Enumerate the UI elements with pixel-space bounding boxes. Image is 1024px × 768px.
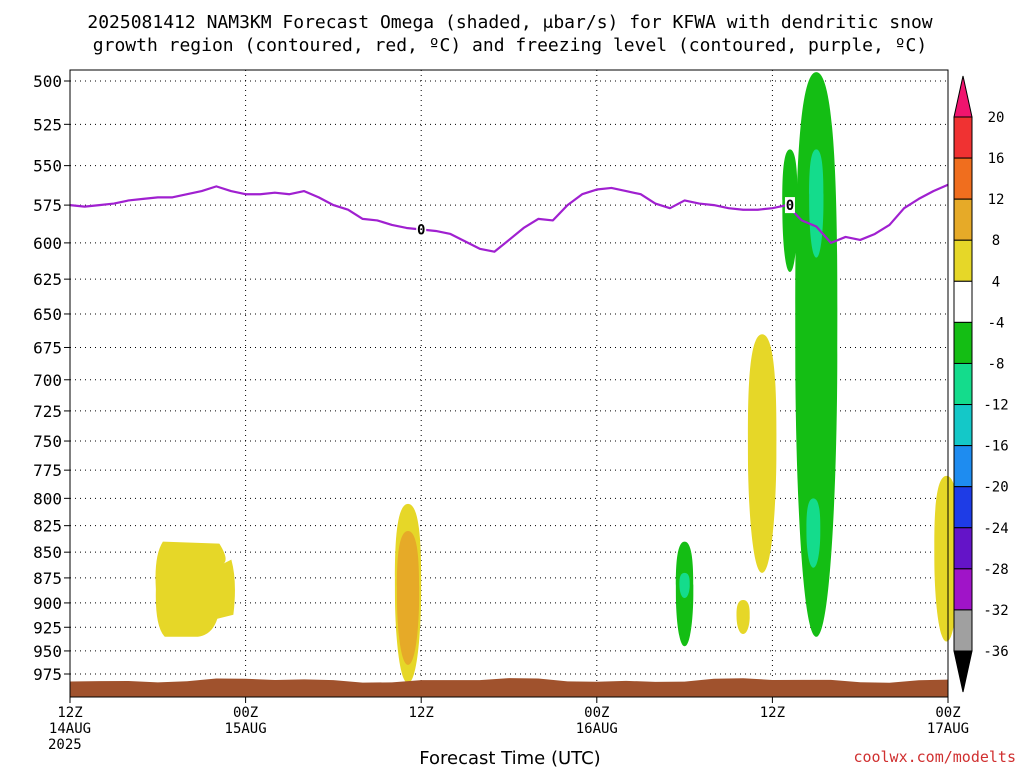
colorbar-label: 8 — [992, 233, 1000, 249]
y-tick-label: 750 — [33, 432, 62, 451]
x-tick-label: 15AUG — [225, 721, 267, 737]
colorbar-box — [953, 404, 973, 447]
contour-label-bg — [416, 221, 427, 238]
colorbar-box — [953, 321, 973, 364]
colorbar-box — [953, 568, 973, 611]
x-tick-label: 16AUG — [576, 721, 618, 737]
x-tick-label: 2025 — [48, 737, 82, 753]
colorbar-box — [953, 198, 973, 241]
freezing-level-contour: 00 — [69, 183, 949, 253]
colorbar-label: -32 — [983, 603, 1008, 619]
omega-region — [809, 149, 824, 258]
x-tick-label: 00Z — [233, 705, 258, 721]
colorbar-label: 4 — [992, 274, 1000, 290]
contour-label-bg — [784, 197, 795, 214]
omega-shading — [155, 72, 959, 684]
y-tick-label: 975 — [33, 665, 62, 684]
freezing-level-line — [69, 183, 949, 253]
colorbar-label: -36 — [983, 644, 1008, 660]
colorbar-box — [953, 609, 973, 652]
y-tick-label: 500 — [33, 72, 62, 91]
omega-region — [679, 572, 690, 598]
x-tick-label: 00Z — [584, 705, 609, 721]
contour-label: 0 — [417, 222, 425, 238]
y-tick-label: 575 — [33, 196, 62, 215]
y-tick-label: 950 — [33, 642, 62, 661]
colorbar-label: 20 — [988, 110, 1005, 126]
x-tick-label: 00Z — [935, 705, 960, 721]
y-tick-label: 925 — [33, 618, 62, 637]
y-tick-label: 650 — [33, 305, 62, 324]
omega-region — [736, 599, 750, 634]
x-tick-label: 17AUG — [927, 721, 969, 737]
x-tick-label: 14AUG — [49, 721, 91, 737]
x-tick-label: 12Z — [409, 705, 434, 721]
omega-region — [806, 498, 821, 568]
x-tick-label: 12Z — [760, 705, 785, 721]
y-tick-label: 675 — [33, 338, 62, 357]
x-tick-label: 12Z — [57, 705, 82, 721]
terrain-fill — [70, 678, 948, 697]
contour-label: 0 — [786, 198, 794, 214]
colorbar-label: 16 — [988, 151, 1005, 167]
colorbar-label: -4 — [988, 315, 1005, 331]
y-axis: 500 525 550 575 600 625 650 675 700 725 750 775 800 8… — [33, 72, 70, 684]
colorbar-box — [953, 527, 973, 570]
omega-region — [747, 334, 777, 573]
colorbar-label: -24 — [983, 521, 1008, 537]
y-tick-label: 725 — [33, 402, 62, 421]
x-axis-label: Forecast Time (UTC) — [419, 748, 600, 768]
colorbar-label: 12 — [988, 192, 1005, 208]
colorbar: 20 16 12 8 4 -4 -8 -12 -16 -20 -24 -28 -32 -36 — [953, 75, 1009, 693]
colorbar-bottom-triangle — [953, 650, 973, 693]
colorbar-top-triangle — [953, 75, 973, 118]
y-tick-label: 825 — [33, 517, 62, 536]
y-tick-label: 550 — [33, 157, 62, 176]
colorbar-box — [953, 157, 973, 200]
y-tick-label: 800 — [33, 489, 62, 508]
y-tick-label: 850 — [33, 543, 62, 562]
terrain-band — [70, 678, 948, 697]
y-tick-label: 600 — [33, 234, 62, 253]
chart-title-line2: growth region (contoured, red, ºC) and f… — [93, 35, 927, 56]
y-tick-label: 900 — [33, 594, 62, 613]
colorbar-box — [953, 445, 973, 488]
colorbar-box — [953, 362, 973, 406]
colorbar-label: -12 — [983, 398, 1008, 414]
y-tick-label: 775 — [33, 461, 62, 480]
plot-area: 00 — [69, 69, 959, 698]
colorbar-box — [953, 280, 973, 323]
y-tick-label: 700 — [33, 371, 62, 390]
colorbar-box — [953, 486, 973, 529]
y-tick-label: 525 — [33, 115, 62, 134]
y-tick-label: 625 — [33, 270, 62, 289]
chart-title-line1: 2025081412 NAM3KM Forecast Omega (shaded… — [87, 12, 932, 33]
colorbar-label: -8 — [988, 356, 1005, 372]
credit-text: coolwx.com/modelts — [853, 748, 1016, 766]
omega-region — [795, 72, 838, 637]
colorbar-box — [953, 116, 973, 159]
colorbar-box — [953, 239, 973, 282]
plot-frame — [69, 69, 949, 698]
omega-region — [934, 475, 959, 642]
colorbar-label: -28 — [983, 562, 1008, 578]
colorbar-label: -20 — [983, 480, 1008, 496]
omega-region — [396, 531, 420, 665]
omega-region — [155, 541, 235, 637]
colorbar-label: -16 — [983, 439, 1008, 455]
y-tick-label: 875 — [33, 569, 62, 588]
